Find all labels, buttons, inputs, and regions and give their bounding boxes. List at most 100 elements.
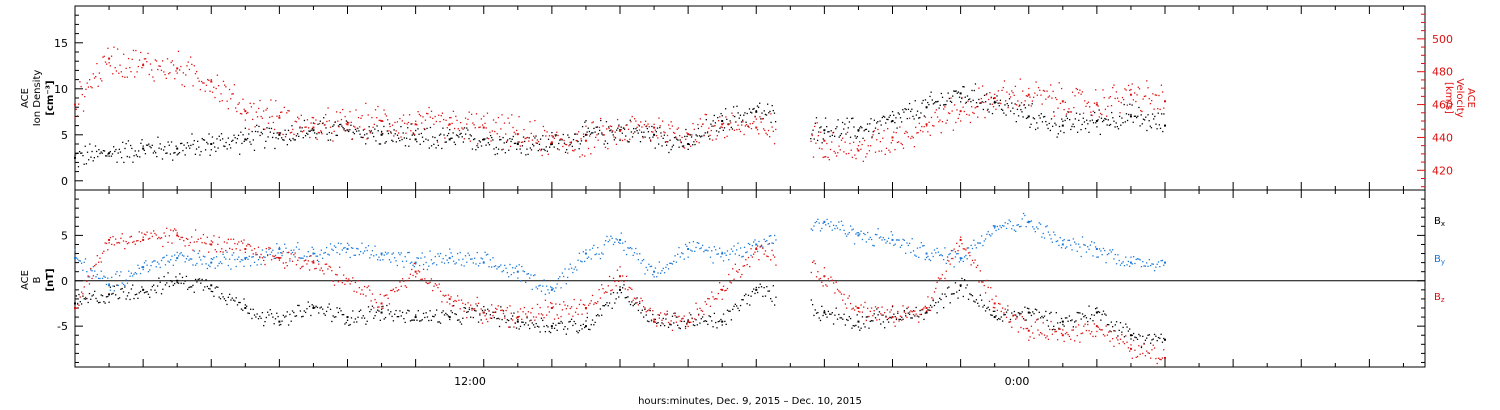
scatter-bz — [84, 296, 87, 299]
scatter-ion-density — [1078, 119, 1080, 122]
point-velocity-15 — [584, 139, 587, 142]
point-bx-1 — [108, 293, 111, 296]
scatter-by — [354, 254, 357, 256]
scatter-bz — [339, 266, 341, 268]
scatter-by — [386, 253, 388, 255]
scatter-ion-density — [207, 143, 209, 145]
scatter-bz — [363, 285, 366, 288]
scatter-velocity — [668, 124, 670, 126]
top-right-ylabel-line-3: [km/s] — [1443, 82, 1454, 114]
scatter-bx — [848, 316, 850, 318]
scatter-bx — [675, 316, 678, 318]
scatter-bx — [887, 321, 890, 323]
scatter-by — [295, 246, 298, 248]
scatter-velocity — [232, 93, 234, 95]
scatter-velocity — [261, 117, 264, 119]
scatter-velocity — [107, 47, 109, 49]
scatter-bx — [411, 319, 413, 321]
scatter-bz — [861, 311, 864, 313]
scatter-ion-density — [1125, 113, 1128, 115]
scatter-by — [542, 285, 544, 287]
scatter-velocity — [651, 131, 653, 133]
scatter-by — [428, 265, 430, 267]
scatter-velocity — [531, 139, 534, 141]
scatter-velocity — [289, 132, 292, 134]
scatter-ion-density — [216, 138, 218, 140]
scatter-velocity — [207, 78, 209, 81]
scatter-by — [810, 228, 812, 230]
bottom-panel-frame — [74, 189, 1426, 368]
scatter-by — [266, 254, 269, 256]
scatter-bz — [636, 301, 638, 304]
scatter-ion-density — [450, 137, 452, 139]
scatter-ion-density — [403, 137, 405, 139]
scatter-bz — [1144, 355, 1147, 357]
scatter-bz — [521, 318, 523, 320]
scatter-bx — [1034, 308, 1037, 310]
scatter-bz — [627, 289, 629, 291]
scatter-velocity — [292, 128, 294, 131]
scatter-velocity — [541, 154, 543, 157]
scatter-bx — [908, 313, 911, 315]
scatter-ion-density — [137, 150, 140, 152]
scatter-bx — [327, 306, 329, 308]
scatter-bx — [97, 301, 100, 304]
scatter-bz — [616, 269, 619, 271]
scatter-bx — [215, 286, 218, 288]
scatter-bx — [530, 319, 532, 321]
scatter-bx — [266, 311, 269, 313]
scatter-bx — [416, 319, 418, 321]
scatter-ion-density — [1059, 130, 1062, 132]
scatter-ion-density — [619, 139, 621, 142]
scatter-ion-density — [665, 144, 668, 146]
scatter-ion-density — [90, 156, 92, 158]
scatter-bx — [911, 317, 913, 319]
scatter-bx — [1119, 322, 1122, 324]
scatter-bx — [247, 312, 249, 314]
scatter-bx — [713, 312, 716, 315]
scatter-velocity — [186, 65, 188, 67]
scatter-bx — [721, 324, 723, 326]
scatter-ion-density — [761, 112, 763, 114]
scatter-ion-density — [1004, 104, 1006, 106]
scatter-velocity — [467, 118, 469, 120]
scatter-bz — [1015, 318, 1017, 320]
scatter-by — [489, 259, 492, 261]
scatter-by — [960, 259, 962, 261]
scatter-bx — [204, 286, 206, 288]
scatter-bx — [291, 310, 294, 312]
scatter-bz — [863, 306, 865, 308]
scatter-by — [856, 232, 858, 234]
scatter-bx — [206, 285, 209, 288]
legend-bz-base: B — [1434, 292, 1441, 303]
scatter-bz — [1089, 333, 1092, 335]
scatter-bx — [852, 324, 854, 327]
scatter-bz — [844, 303, 847, 305]
scatter-ion-density — [589, 133, 592, 135]
scatter-velocity — [983, 101, 985, 104]
scatter-velocity — [205, 84, 208, 86]
scatter-velocity — [511, 114, 513, 116]
scatter-bx — [342, 313, 345, 316]
scatter-bx — [910, 317, 912, 319]
scatter-ion-density — [918, 117, 920, 119]
scatter-ion-density — [936, 101, 938, 103]
scatter-bz — [927, 296, 929, 298]
scatter-ion-density — [982, 108, 985, 111]
scatter-velocity — [503, 122, 506, 124]
scatter-bz — [445, 294, 447, 296]
scatter-by — [341, 249, 343, 251]
scatter-bx — [324, 314, 326, 316]
scatter-by — [680, 252, 683, 254]
scatter-ion-density — [495, 146, 497, 149]
scatter-velocity — [699, 118, 701, 120]
scatter-bx — [159, 281, 161, 283]
scatter-bx — [323, 312, 325, 315]
scatter-bz — [456, 295, 459, 297]
scatter-velocity — [580, 138, 582, 140]
scatter-bx — [118, 297, 121, 299]
scatter-by — [937, 251, 940, 253]
scatter-ion-density — [860, 125, 862, 128]
scatter-by — [96, 273, 98, 276]
scatter-velocity — [912, 136, 914, 139]
